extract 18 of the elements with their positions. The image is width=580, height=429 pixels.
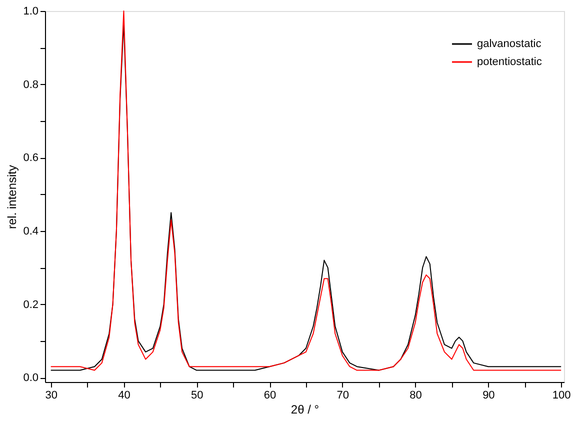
- x-tick-label: 100: [552, 390, 571, 402]
- x-tick-label: 90: [482, 390, 495, 402]
- y-axis-title: rel. intensity: [5, 164, 20, 230]
- x-tick-label: 80: [410, 390, 422, 402]
- x-tick-label: 50: [190, 390, 204, 402]
- y-tick-label: 0.0: [23, 372, 38, 384]
- x-tick-label: 40: [118, 390, 130, 402]
- y-tick-label: 0.8: [23, 78, 38, 91]
- x-tick-label: 60: [264, 390, 276, 402]
- legend-label: potentiostatic: [477, 56, 542, 68]
- y-tick-label: 1.0: [23, 6, 38, 18]
- legend-label: galvanostatic: [477, 38, 542, 50]
- y-tick-label: 0.2: [23, 298, 38, 311]
- x-tick-label: 30: [45, 390, 58, 402]
- x-tick-label: 70: [336, 390, 350, 402]
- y-tick-label: 0.4: [23, 225, 38, 238]
- y-tick-label: 0.6: [23, 152, 38, 164]
- x-axis-title: 2θ / °: [290, 402, 320, 416]
